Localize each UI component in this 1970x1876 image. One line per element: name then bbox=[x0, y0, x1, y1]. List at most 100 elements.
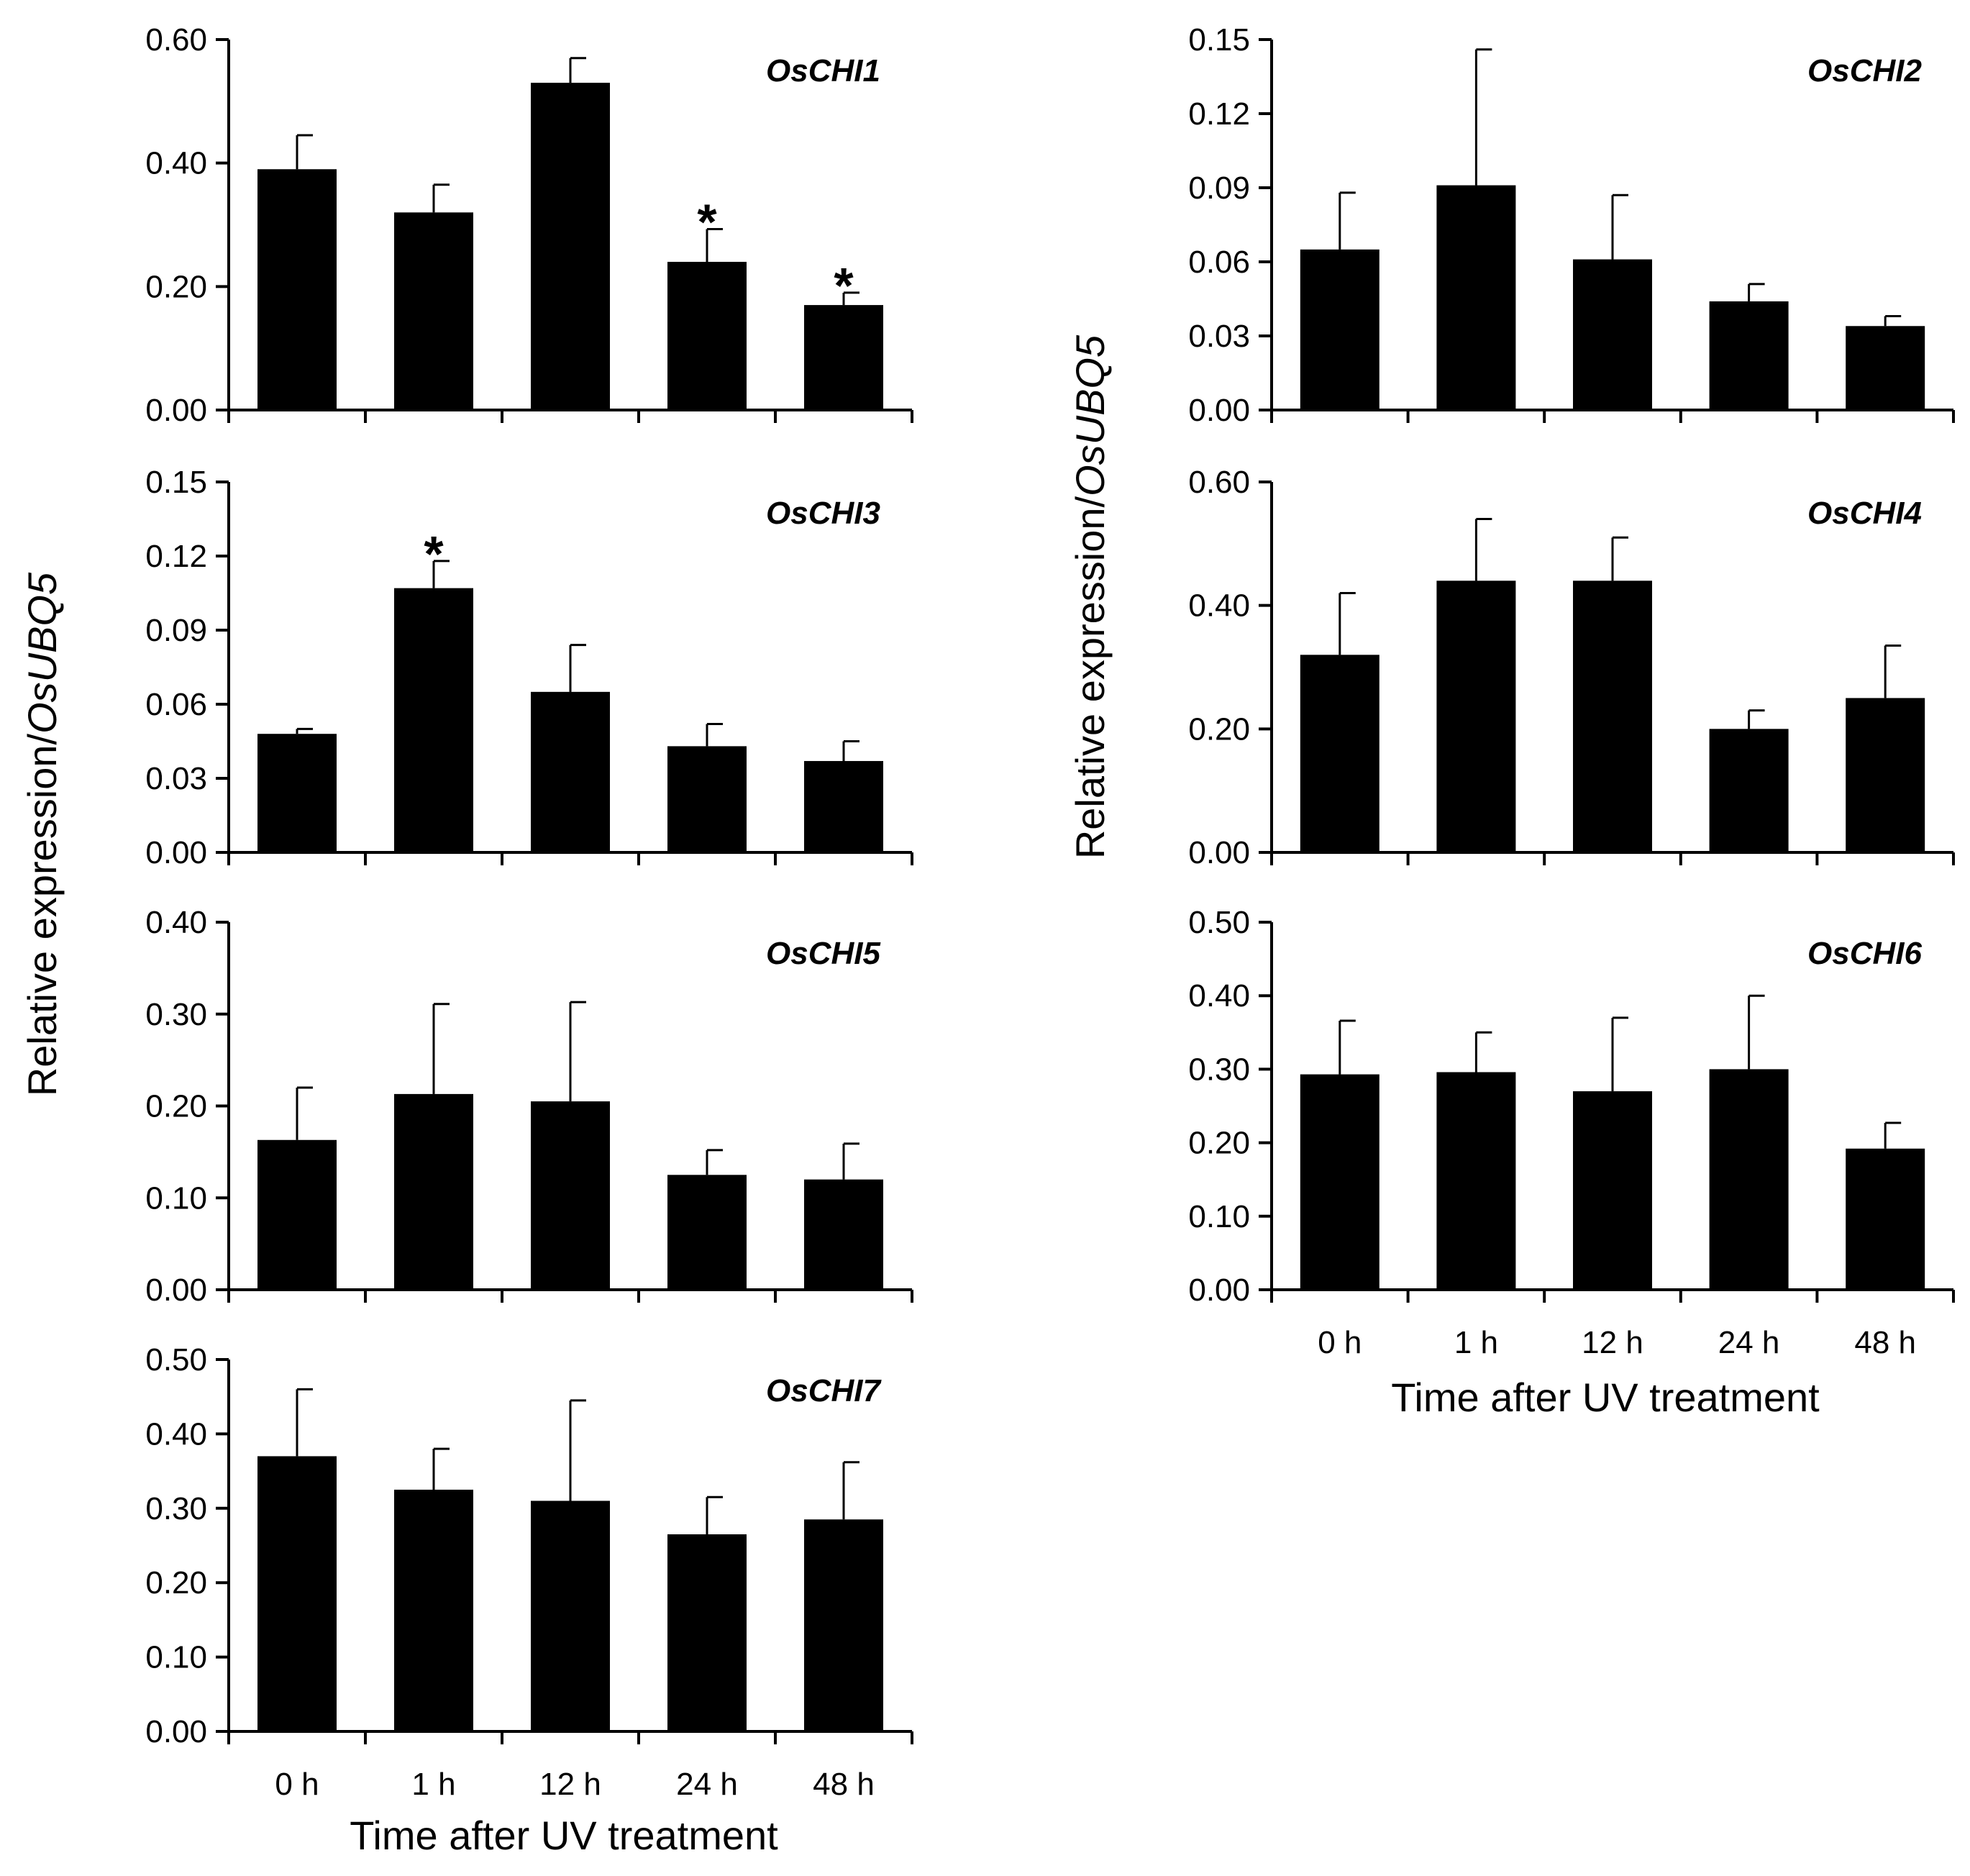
y-tick-label: 0.40 bbox=[1188, 978, 1250, 1014]
y-tick-label: 0.00 bbox=[1188, 835, 1250, 870]
panel-title: OsCHI3 bbox=[766, 496, 880, 531]
y-tick-label: 0.15 bbox=[1188, 22, 1250, 58]
left-y-axis-title: Relative expression/OsUBQ5 bbox=[19, 572, 65, 1096]
x-tick-label: 0 h bbox=[1318, 1325, 1362, 1360]
y-tick-label: 0.00 bbox=[145, 1272, 207, 1308]
bar-0h bbox=[1300, 655, 1380, 852]
y-tick-label: 0.60 bbox=[145, 22, 207, 58]
bar-24h bbox=[1709, 729, 1789, 852]
x-tick-label: 24 h bbox=[676, 1767, 738, 1802]
y-axis-title-gene: OsUBQ5 bbox=[1067, 334, 1113, 496]
panel-title: OsCHI2 bbox=[1807, 53, 1922, 88]
bar-12h bbox=[1573, 259, 1652, 410]
y-tick-label: 0.09 bbox=[1188, 170, 1250, 206]
y-tick-label: 0.40 bbox=[145, 146, 207, 181]
chart-panel-OsCHI1: 0.00 0.20 0.40 0.60 * * OsCHI1 bbox=[145, 22, 913, 428]
y-tick-label: 0.10 bbox=[145, 1640, 207, 1675]
bar-1h bbox=[1436, 1072, 1516, 1290]
bar-24h bbox=[667, 1534, 747, 1731]
x-tick-label: 1 h bbox=[411, 1767, 455, 1802]
y-tick-label: 0.12 bbox=[1188, 96, 1250, 132]
x-tick-label: 24 h bbox=[1718, 1325, 1780, 1360]
chart-panel-OsCHI7: 0.00 0.10 0.20 0.30 0.40 0.50 0 h 1 h 12 h 24 h 48… bbox=[145, 1342, 913, 1802]
y-tick-label: 0.40 bbox=[1188, 588, 1250, 624]
bar-12h bbox=[531, 1101, 610, 1290]
y-tick-label: 0.10 bbox=[1188, 1199, 1250, 1234]
bar-0h bbox=[257, 1139, 337, 1290]
left-x-axis-title: Time after UV treatment bbox=[350, 1813, 778, 1858]
bar-24h bbox=[667, 746, 747, 852]
panels: 0.00 0.20 0.40 0.60 * * OsCHI1 0.00 0.03 0.06 0.09… bbox=[145, 22, 1955, 1802]
x-tick-label: 48 h bbox=[1854, 1325, 1916, 1360]
bar-48h bbox=[804, 1519, 883, 1731]
y-tick-label: 0.00 bbox=[145, 835, 207, 870]
right-x-axis-title: Time after UV treatment bbox=[1391, 1375, 1820, 1420]
chart-panel-OsCHI4: 0.00 0.20 0.40 0.60 OsCHI4 bbox=[1188, 465, 1955, 870]
bar-12h bbox=[531, 83, 610, 410]
x-tick-label: 12 h bbox=[1582, 1325, 1643, 1360]
right-y-axis-title: Relative expression/OsUBQ5 bbox=[1067, 334, 1113, 859]
y-tick-label: 0.20 bbox=[145, 1089, 207, 1124]
y-tick-label: 0.20 bbox=[1188, 711, 1250, 747]
chart-panel-OsCHI2: 0.00 0.03 0.06 0.09 0.12 0.15 OsCHI2 bbox=[1188, 22, 1955, 428]
significance-star: * bbox=[834, 258, 854, 314]
bar-48h bbox=[804, 1179, 883, 1290]
x-tick-label: 12 h bbox=[539, 1767, 601, 1802]
panel-title: OsCHI5 bbox=[766, 936, 880, 971]
bar-48h bbox=[1846, 326, 1925, 410]
bar-12h bbox=[1573, 580, 1652, 852]
bar-12h bbox=[531, 1501, 610, 1731]
y-tick-label: 0.09 bbox=[145, 613, 207, 648]
y-tick-label: 0.30 bbox=[1188, 1052, 1250, 1087]
panel-title: OsCHI4 bbox=[1807, 496, 1922, 531]
y-tick-label: 0.06 bbox=[1188, 245, 1250, 280]
panel-title: OsCHI1 bbox=[766, 53, 880, 88]
panel-title: OsCHI6 bbox=[1807, 936, 1922, 971]
bar-48h bbox=[804, 305, 883, 410]
y-tick-label: 0.10 bbox=[145, 1180, 207, 1216]
y-tick-label: 0.12 bbox=[145, 539, 207, 574]
bar-0h bbox=[257, 169, 337, 410]
bar-24h bbox=[667, 262, 747, 410]
bar-24h bbox=[1709, 1069, 1789, 1290]
chart-panel-OsCHI5: 0.00 0.10 0.20 0.30 0.40 OsCHI5 bbox=[145, 905, 913, 1308]
y-tick-label: 0.40 bbox=[145, 905, 207, 940]
bar-1h bbox=[1436, 185, 1516, 410]
y-tick-label: 0.00 bbox=[1188, 393, 1250, 428]
bar-1h bbox=[394, 212, 473, 410]
significance-star: * bbox=[697, 194, 717, 250]
bar-12h bbox=[1573, 1091, 1652, 1290]
y-tick-label: 0.20 bbox=[145, 269, 207, 304]
bar-1h bbox=[1436, 580, 1516, 852]
x-tick-label: 0 h bbox=[275, 1767, 319, 1802]
y-tick-label: 0.50 bbox=[145, 1342, 207, 1378]
bar-24h bbox=[667, 1175, 747, 1290]
bar-24h bbox=[1709, 301, 1789, 410]
y-axis-title-prefix: Relative expression/ bbox=[19, 733, 65, 1096]
y-tick-label: 0.20 bbox=[1188, 1126, 1250, 1161]
bar-0h bbox=[1300, 249, 1380, 410]
y-tick-label: 0.03 bbox=[1188, 319, 1250, 354]
chart-panel-OsCHI6: 0.00 0.10 0.20 0.30 0.40 0.50 0 h 1 h 12 h 24 h 48… bbox=[1188, 905, 1955, 1360]
y-tick-label: 0.30 bbox=[145, 997, 207, 1032]
y-tick-label: 0.40 bbox=[145, 1416, 207, 1452]
y-tick-label: 0.30 bbox=[145, 1491, 207, 1526]
x-tick-label: 1 h bbox=[1454, 1325, 1498, 1360]
y-axis-title-gene: OsUBQ5 bbox=[19, 572, 65, 734]
y-tick-label: 0.00 bbox=[145, 393, 207, 428]
bar-48h bbox=[804, 760, 883, 852]
chart-panel-OsCHI3: 0.00 0.03 0.06 0.09 0.12 0.15 * OsCHI3 bbox=[145, 465, 913, 870]
x-tick-label: 48 h bbox=[813, 1767, 875, 1802]
bar-1h bbox=[394, 588, 473, 852]
y-tick-label: 0.15 bbox=[145, 465, 207, 500]
y-tick-label: 0.00 bbox=[145, 1714, 207, 1749]
panel-title: OsCHI7 bbox=[766, 1373, 882, 1408]
y-tick-label: 0.00 bbox=[1188, 1272, 1250, 1308]
bar-1h bbox=[394, 1489, 473, 1731]
bar-48h bbox=[1846, 1148, 1925, 1290]
bar-0h bbox=[257, 1456, 337, 1731]
bar-0h bbox=[257, 734, 337, 852]
bar-48h bbox=[1846, 698, 1925, 852]
y-tick-label: 0.50 bbox=[1188, 905, 1250, 940]
